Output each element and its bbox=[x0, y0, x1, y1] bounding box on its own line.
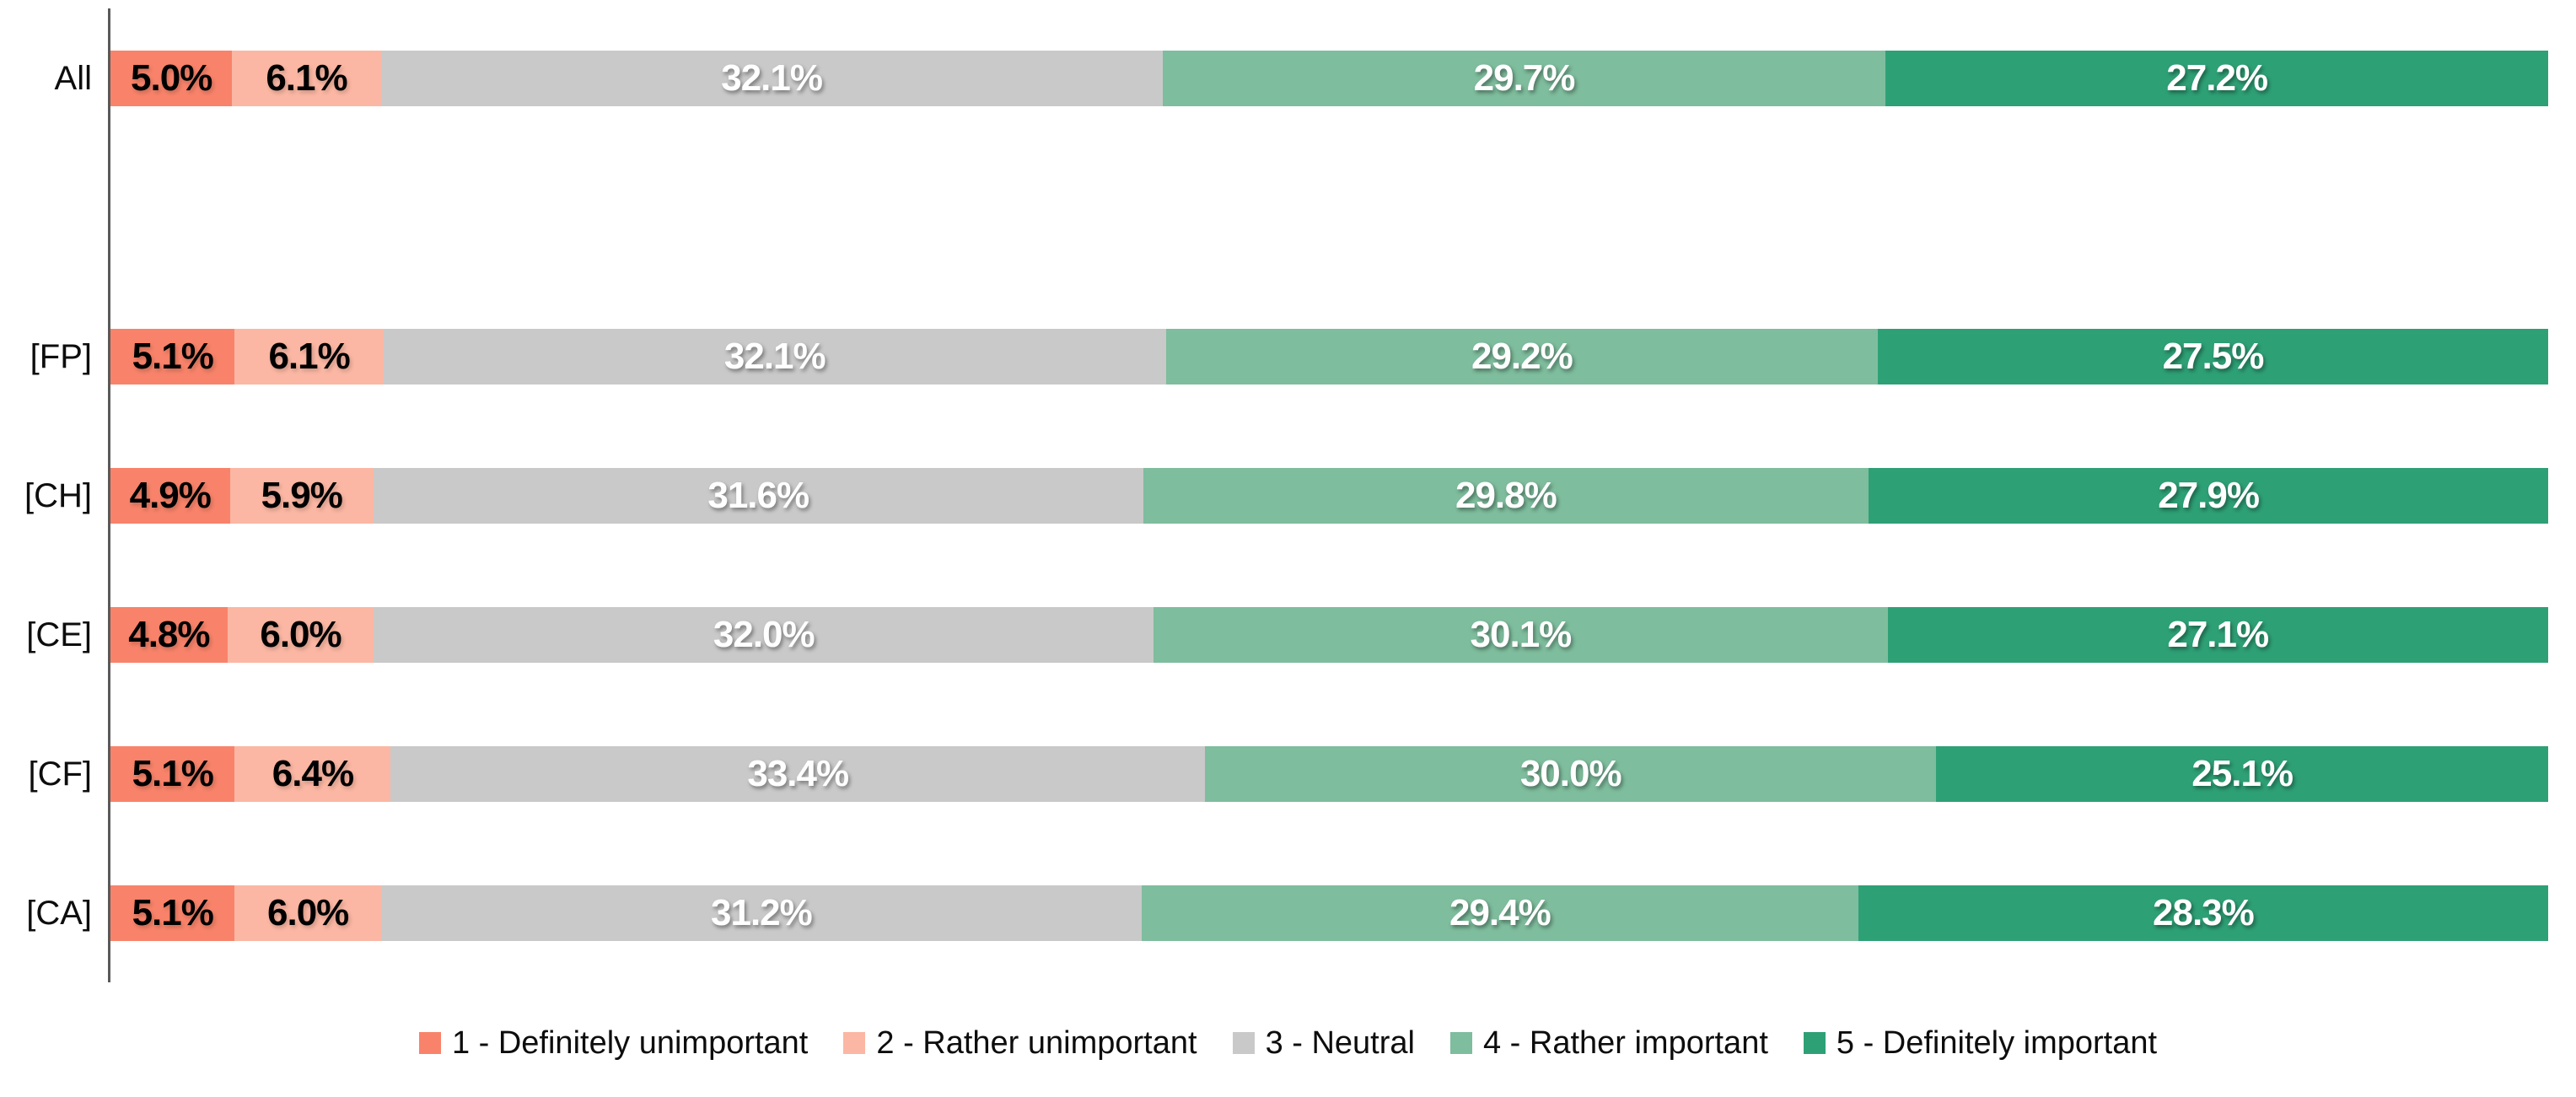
data-label: 31.6% bbox=[707, 474, 809, 516]
data-label: 27.1% bbox=[2167, 613, 2269, 655]
data-label: 32.1% bbox=[723, 335, 826, 377]
legend-swatch bbox=[418, 1032, 441, 1054]
data-label: 29.2% bbox=[1471, 335, 1573, 377]
data-label: 27.9% bbox=[2158, 474, 2260, 516]
bar-segment: 5.0% bbox=[110, 50, 233, 106]
stacked-bar: 5.1% 6.4% 33.4% 30.0% 25.1% bbox=[110, 745, 2548, 802]
legend-swatch bbox=[1232, 1032, 1255, 1054]
bar-segment: 30.0% bbox=[1205, 745, 1937, 802]
bar-segment: 33.4% bbox=[390, 745, 1206, 802]
data-label: 6.1% bbox=[266, 56, 347, 99]
plot-area: All 5.0% 6.1% 32.1% 29.7% 27.2% [FP] 5.1% 6.1% 32… bbox=[24, 8, 2548, 982]
legend: 1 - Definitely unimportant 2 - Rather uni… bbox=[0, 1027, 2576, 1059]
data-label: 6.0% bbox=[260, 613, 341, 655]
bar-segment: 4.9% bbox=[110, 467, 230, 524]
category-label: [CE] bbox=[26, 616, 92, 653]
bar-segment: 30.1% bbox=[1154, 606, 1888, 663]
legend-label: 2 - Rather unimportant bbox=[876, 1025, 1197, 1061]
bar-segment: 5.1% bbox=[110, 328, 235, 384]
chart-row: [CA] 5.1% 6.0% 31.2% 29.4% 28.3% bbox=[26, 843, 2548, 982]
legend-item: 2 - Rather unimportant bbox=[843, 1027, 1197, 1059]
bar-segment: 29.4% bbox=[1141, 885, 1858, 941]
bar-segment: 5.1% bbox=[110, 745, 235, 802]
bar-segment: 5.9% bbox=[229, 467, 374, 524]
data-label: 32.0% bbox=[713, 613, 815, 655]
category-label: [FP] bbox=[30, 337, 92, 375]
data-label: 5.0% bbox=[131, 56, 212, 99]
bar-segment: 6.1% bbox=[234, 328, 384, 384]
bar-segment: 25.1% bbox=[1936, 745, 2548, 802]
bar-segment: 29.2% bbox=[1165, 328, 1878, 384]
bar-segment: 5.1% bbox=[110, 885, 235, 941]
bar-segment: 27.9% bbox=[1869, 467, 2548, 524]
category-label: [CF] bbox=[28, 755, 92, 793]
data-label: 33.4% bbox=[747, 752, 849, 794]
chart-row: All 5.0% 6.1% 32.1% 29.7% 27.2% bbox=[55, 8, 2548, 148]
data-label: 5.1% bbox=[132, 335, 214, 377]
bar-segment: 29.8% bbox=[1143, 467, 1869, 524]
chart-row: [FP] 5.1% 6.1% 32.1% 29.2% 27.5% bbox=[30, 287, 2548, 426]
chart-row: [CE] 4.8% 6.0% 32.0% 30.1% 27.1% bbox=[26, 565, 2548, 704]
bar-segment: 32.1% bbox=[380, 50, 1163, 106]
bar-segment: 4.8% bbox=[110, 606, 228, 663]
data-label: 4.9% bbox=[129, 474, 212, 516]
stacked-bar: 4.8% 6.0% 32.0% 30.1% 27.1% bbox=[110, 606, 2548, 663]
bar-segment: 6.4% bbox=[234, 745, 391, 802]
data-label: 29.7% bbox=[1473, 56, 1576, 99]
bar-segment: 28.3% bbox=[1858, 885, 2548, 941]
bar-segment: 32.0% bbox=[374, 606, 1154, 663]
data-label: 30.0% bbox=[1519, 752, 1622, 794]
bar-segment: 6.1% bbox=[232, 50, 381, 106]
data-label: 28.3% bbox=[2153, 891, 2255, 933]
data-label: 27.2% bbox=[2166, 56, 2268, 99]
bar-segment: 27.5% bbox=[1877, 328, 2548, 384]
y-axis-line bbox=[108, 8, 110, 982]
legend-label: 4 - Rather important bbox=[1482, 1025, 1768, 1061]
stacked-bar: 5.1% 6.1% 32.1% 29.2% 27.5% bbox=[110, 328, 2548, 384]
bar-segment: 27.1% bbox=[1887, 606, 2548, 663]
legend-item: 1 - Definitely unimportant bbox=[418, 1025, 809, 1061]
legend-label: 5 - Definitely important bbox=[1836, 1025, 2158, 1061]
legend-item: 5 - Definitely important bbox=[1803, 1025, 2158, 1061]
bar-segment: 27.2% bbox=[1885, 50, 2548, 106]
category-label: [CA] bbox=[26, 894, 92, 932]
data-label: 29.4% bbox=[1449, 891, 1552, 933]
data-label: 27.5% bbox=[2162, 335, 2265, 377]
stacked-bar: 5.0% 6.1% 32.1% 29.7% 27.2% bbox=[110, 50, 2548, 106]
bar-segment: 31.6% bbox=[373, 467, 1143, 524]
legend-label: 1 - Definitely unimportant bbox=[451, 1025, 809, 1061]
category-label: All bbox=[54, 59, 92, 97]
data-label: 31.2% bbox=[711, 891, 813, 933]
chart-row-spacer bbox=[110, 148, 2548, 287]
data-label: 6.4% bbox=[272, 752, 354, 794]
data-label: 5.9% bbox=[261, 474, 343, 516]
data-label: 6.1% bbox=[268, 335, 350, 377]
data-label: 4.8% bbox=[128, 613, 210, 655]
bar-segment: 32.1% bbox=[383, 328, 1166, 384]
stacked-bar: 5.1% 6.0% 31.2% 29.4% 28.3% bbox=[110, 885, 2548, 941]
stacked-bar: 4.9% 5.9% 31.6% 29.8% 27.9% bbox=[110, 467, 2548, 524]
category-label: [CH] bbox=[24, 476, 92, 514]
data-label: 32.1% bbox=[721, 56, 823, 99]
bar-segment: 6.0% bbox=[234, 885, 381, 941]
data-label: 6.0% bbox=[267, 891, 349, 933]
bar-segment: 31.2% bbox=[380, 885, 1142, 941]
data-label: 30.1% bbox=[1470, 613, 1573, 655]
data-label: 25.1% bbox=[2191, 752, 2294, 794]
bar-segment: 6.0% bbox=[227, 606, 374, 663]
legend-swatch bbox=[843, 1032, 866, 1054]
legend-swatch bbox=[1449, 1032, 1472, 1054]
legend-item: 3 - Neutral bbox=[1232, 1025, 1415, 1061]
data-label: 5.1% bbox=[132, 752, 214, 794]
data-label: 5.1% bbox=[132, 891, 214, 933]
data-label: 29.8% bbox=[1455, 474, 1557, 516]
legend-item: 4 - Rather important bbox=[1449, 1025, 1768, 1061]
legend-label: 3 - Neutral bbox=[1265, 1025, 1415, 1061]
legend-swatch bbox=[1803, 1032, 1826, 1054]
bar-segment: 29.7% bbox=[1162, 50, 1886, 106]
chart-row: [CF] 5.1% 6.4% 33.4% 30.0% 25.1% bbox=[28, 704, 2548, 843]
chart-row: [CH] 4.9% 5.9% 31.6% 29.8% 27.9% bbox=[24, 426, 2548, 565]
